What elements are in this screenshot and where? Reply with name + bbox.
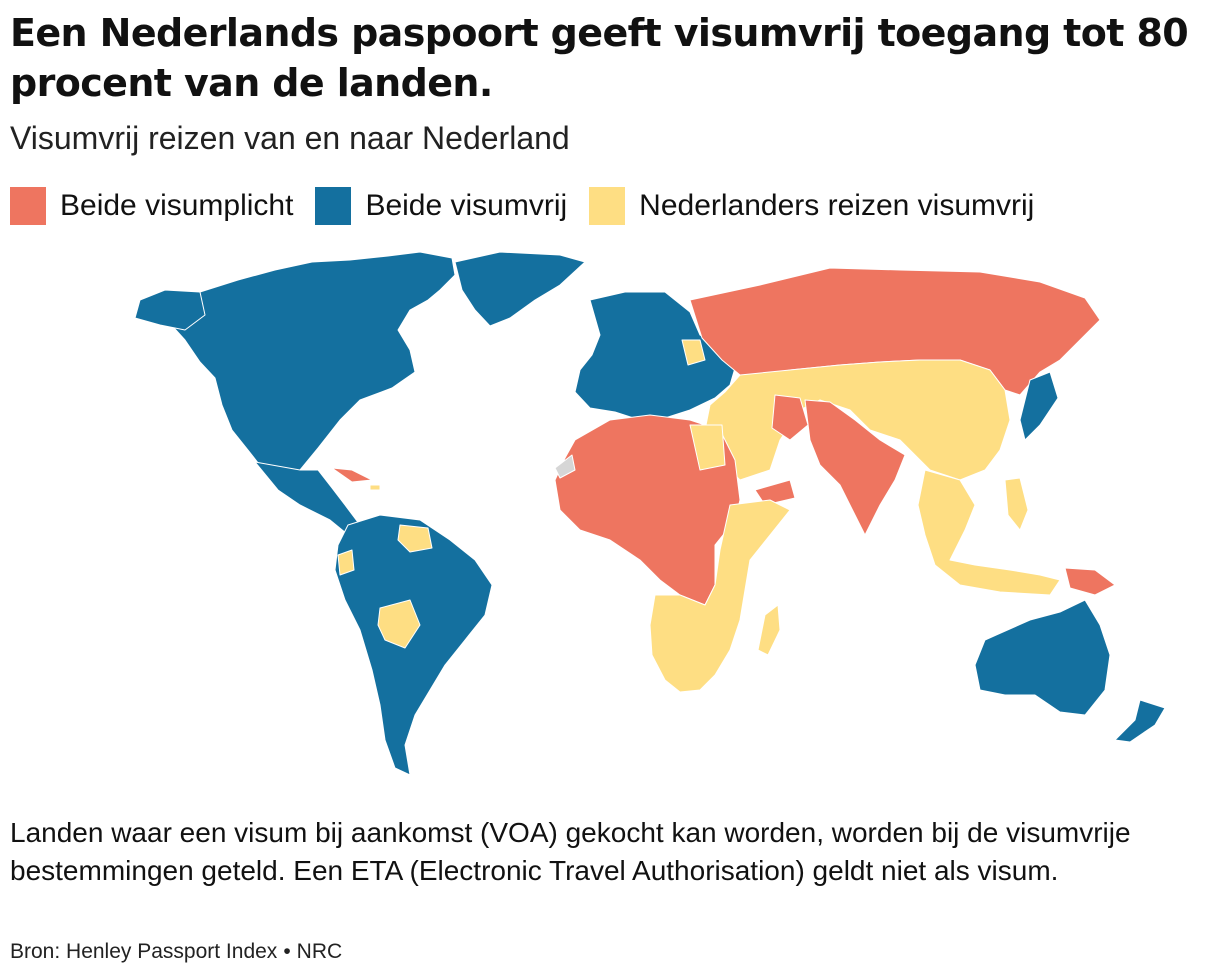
legend-swatch-visumvrij — [315, 187, 352, 225]
legend-swatch-visumplicht — [10, 187, 46, 225]
source-separator: • — [283, 940, 291, 963]
region-africa-south — [649, 499, 791, 693]
region-madagascar — [757, 604, 781, 656]
world-map — [134, 251, 1166, 776]
chart-subtitle: Visumvrij reizen van en naar Nederland — [10, 120, 570, 156]
region-papua-new-guinea — [1064, 567, 1116, 596]
region-new-zealand — [1114, 699, 1166, 743]
legend: Beide visumplicht Beide visumvrij Nederl… — [10, 187, 1056, 225]
region-guianas — [397, 524, 433, 553]
region-australia — [974, 599, 1111, 716]
region-alaska — [134, 289, 206, 331]
source-text: Bron: Henley Passport Index — [10, 940, 278, 963]
legend-label-visumplicht: Beide visumplicht — [60, 189, 294, 222]
region-south-america — [334, 514, 493, 776]
footnote: Landen waar een visum bij aankomst (VOA)… — [10, 817, 1131, 886]
legend-label-visumvrij: Beide visumvrij — [365, 189, 568, 222]
region-yemen — [754, 479, 796, 506]
legend-item-visumplicht: Beide visumplicht — [10, 187, 293, 225]
region-eastern-europe — [681, 339, 706, 366]
source-line: Bron: Henley Passport Index • NRC — [10, 938, 342, 966]
region-no-data — [554, 454, 576, 479]
region-cuba — [331, 467, 373, 483]
region-egypt — [689, 424, 726, 471]
region-ecuador — [337, 549, 355, 576]
source-credit: NRC — [296, 940, 343, 963]
region-greenland — [454, 251, 586, 327]
legend-label-nl-visumvrij: Nederlanders reizen visumvrij — [639, 189, 1035, 222]
legend-item-visumvrij: Beide visumvrij — [315, 187, 567, 225]
region-north-america — [159, 251, 456, 476]
region-southeast-asia — [917, 469, 1061, 596]
region-south-asia — [804, 399, 906, 536]
region-philippines — [1004, 477, 1029, 531]
region-bolivia — [377, 599, 421, 649]
chart-title: Een Nederlands paspoort geeft visumvrij … — [10, 11, 1189, 105]
region-caribbean — [369, 484, 381, 491]
region-europe — [574, 291, 736, 421]
region-japan — [1019, 371, 1059, 441]
region-iran — [771, 394, 809, 441]
legend-swatch-nl-visumvrij — [589, 187, 626, 225]
legend-item-nl-visumvrij: Nederlanders reizen visumvrij — [589, 187, 1034, 225]
